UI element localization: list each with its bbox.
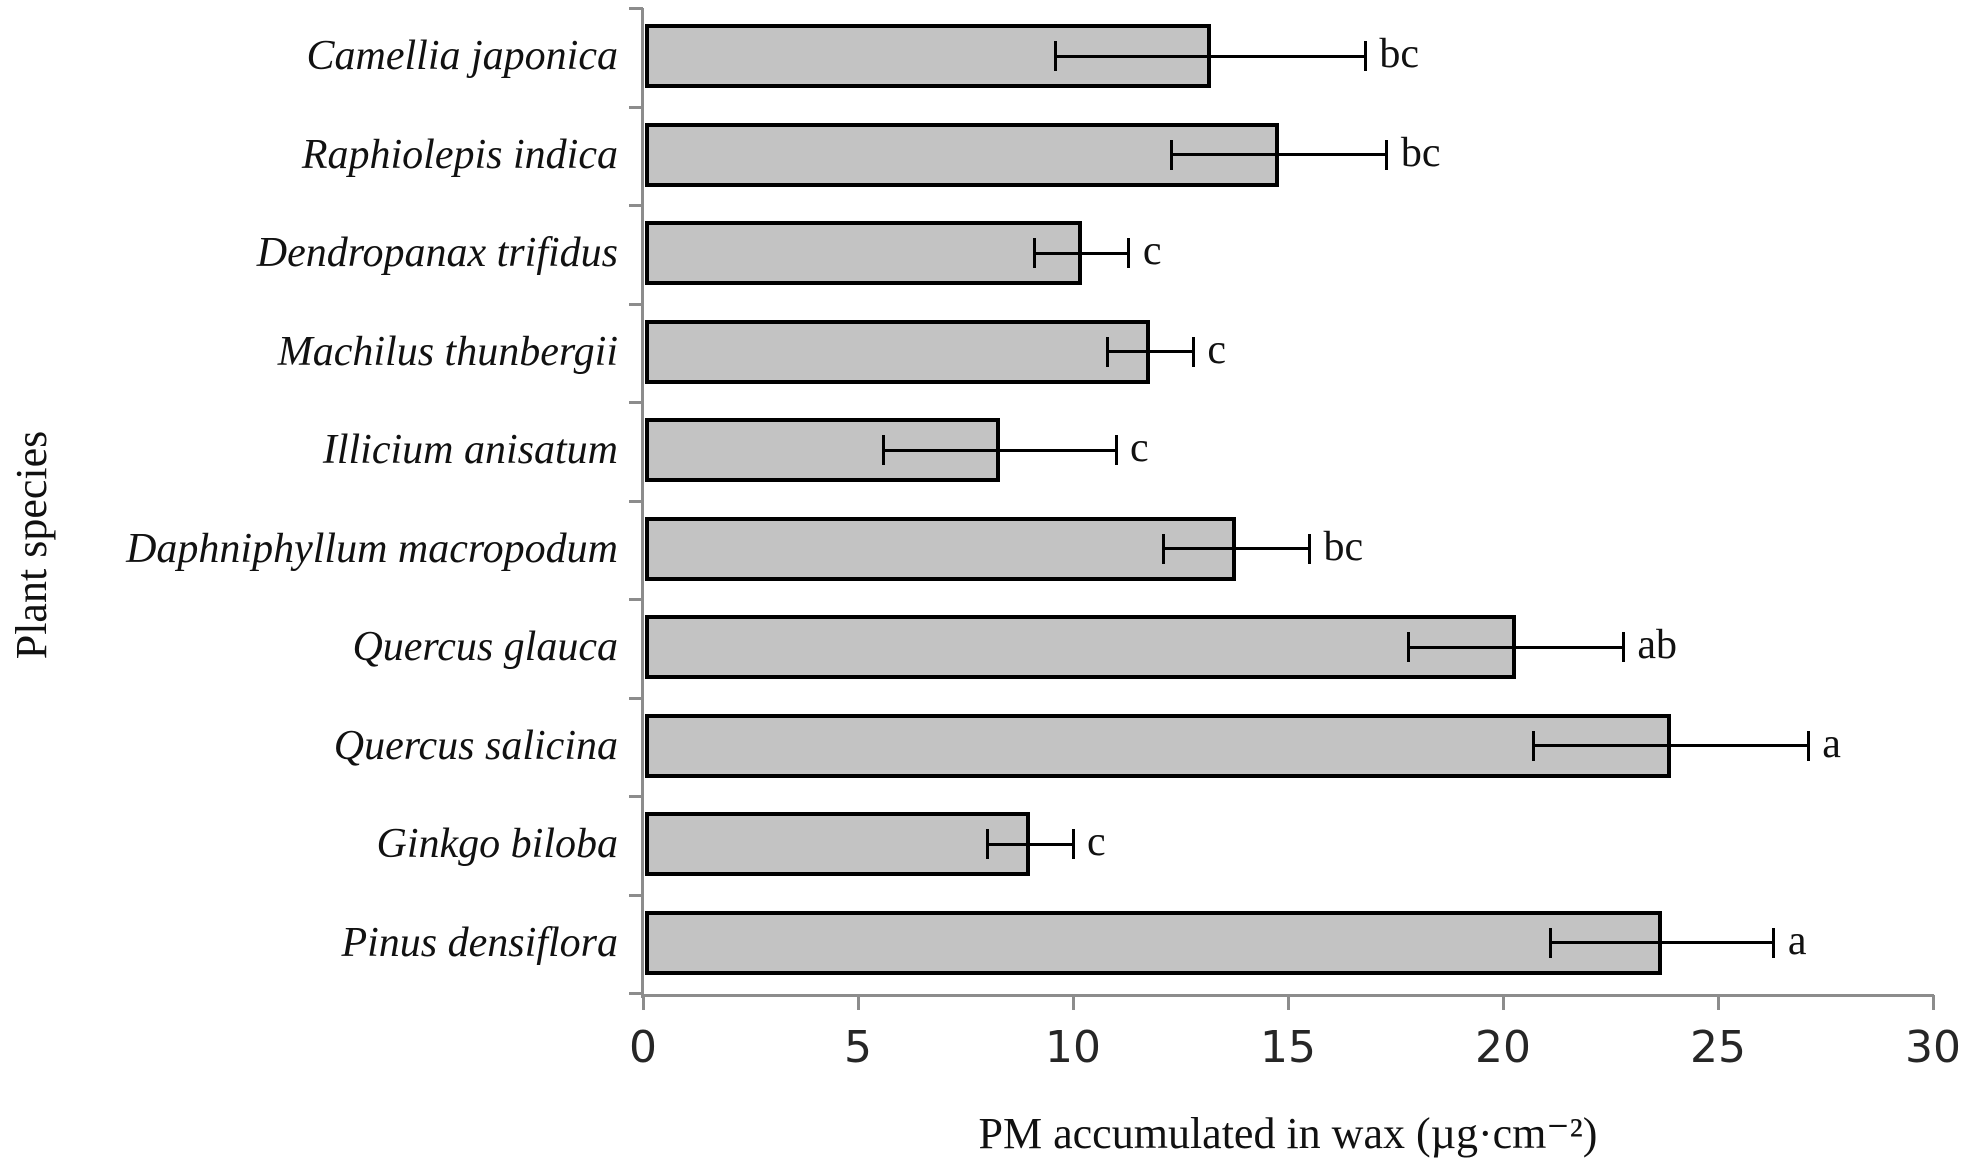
bar [645, 615, 1516, 679]
error-bar-cap [1114, 435, 1118, 465]
bar [645, 516, 1237, 581]
error-bar-cap [1406, 632, 1410, 662]
error-bar-cap [1308, 533, 1311, 564]
error-bar-cap [1170, 139, 1174, 170]
bar [645, 910, 1663, 975]
y-tick [629, 795, 643, 798]
x-tick-label: 5 [844, 1022, 872, 1073]
error-bar-cap [1127, 238, 1131, 268]
y-tick [629, 105, 643, 109]
error-bar [1550, 941, 1774, 944]
species-label: Dendropanax trifidus [256, 230, 618, 276]
error-bar-cap [1054, 41, 1058, 71]
error-bar [1055, 54, 1366, 58]
species-label: Daphniphyllum macropodum [126, 525, 618, 572]
x-tick [641, 995, 645, 1010]
error-bar-cap [1806, 730, 1810, 761]
error-bar-cap [1032, 238, 1036, 268]
species-label: Camellia japonica [306, 33, 618, 79]
x-tick-label: 20 [1475, 1022, 1531, 1073]
y-tick [629, 598, 643, 601]
y-tick [629, 992, 643, 995]
error-bar [883, 448, 1116, 452]
x-tick [1286, 995, 1290, 1010]
significance-letter: bc [1323, 523, 1364, 570]
error-bar-cap [1363, 41, 1367, 71]
significance-letter: a [1822, 720, 1841, 767]
x-tick-label: 15 [1260, 1022, 1316, 1073]
y-tick [629, 7, 643, 10]
significance-letter: c [1130, 425, 1149, 472]
error-bar-cap [882, 435, 886, 465]
error-bar-cap [1105, 336, 1109, 367]
significance-letter: bc [1400, 129, 1441, 176]
significance-letter: a [1787, 917, 1807, 964]
bar [645, 713, 1671, 778]
bar [645, 122, 1280, 187]
error-bar [1533, 744, 1809, 747]
y-tick [629, 499, 643, 503]
x-tick-label: 30 [1905, 1022, 1961, 1073]
x-tick-label: 25 [1690, 1022, 1746, 1073]
error-bar-cap [1071, 829, 1075, 859]
error-bar-cap [1191, 336, 1195, 367]
error-bar [1163, 547, 1310, 550]
significance-letter: c [1087, 819, 1106, 866]
species-label: Quercus salicina [333, 722, 618, 769]
bar [645, 812, 1030, 876]
y-tick [629, 204, 643, 207]
species-label: Quercus glauca [352, 624, 618, 670]
bar [645, 319, 1151, 384]
significance-letter: bc [1379, 31, 1420, 78]
error-bar [1171, 153, 1387, 156]
x-tick-label: 0 [629, 1022, 657, 1073]
error-bar-cap [1385, 139, 1389, 170]
y-axis-line [641, 8, 644, 998]
significance-letter: c [1207, 326, 1227, 373]
error-bar-cap [1621, 632, 1625, 662]
error-bar [1034, 251, 1129, 255]
error-bar-cap [985, 829, 989, 859]
error-bar-cap [1531, 730, 1535, 761]
x-tick [856, 995, 860, 1010]
y-tick [629, 401, 643, 404]
error-bar-cap [1161, 533, 1165, 564]
bar [645, 221, 1082, 285]
y-tick [629, 893, 643, 897]
x-tick [1501, 995, 1505, 1010]
x-axis-title: PM accumulated in wax (µg·cm⁻²) [978, 1109, 1598, 1158]
x-tick [1071, 995, 1075, 1010]
significance-letter: ab [1637, 622, 1678, 669]
x-tick [1931, 995, 1935, 1010]
significance-letter: c [1142, 228, 1162, 275]
species-label: Pinus densiflora [341, 919, 618, 966]
species-label: Ginkgo biloba [376, 821, 618, 867]
y-tick [629, 696, 643, 700]
error-bar [1107, 350, 1194, 353]
error-bar [987, 842, 1073, 846]
x-tick [1716, 995, 1720, 1010]
x-tick-label: 10 [1045, 1022, 1101, 1073]
error-bar-cap [1772, 927, 1776, 958]
species-label: Illicium anisatum [322, 427, 618, 473]
species-label: Machilus thunbergii [277, 328, 618, 375]
species-label: Raphiolepis indica [301, 131, 618, 178]
error-bar-cap [1548, 927, 1552, 958]
y-tick [629, 302, 643, 306]
error-bar [1408, 645, 1624, 649]
